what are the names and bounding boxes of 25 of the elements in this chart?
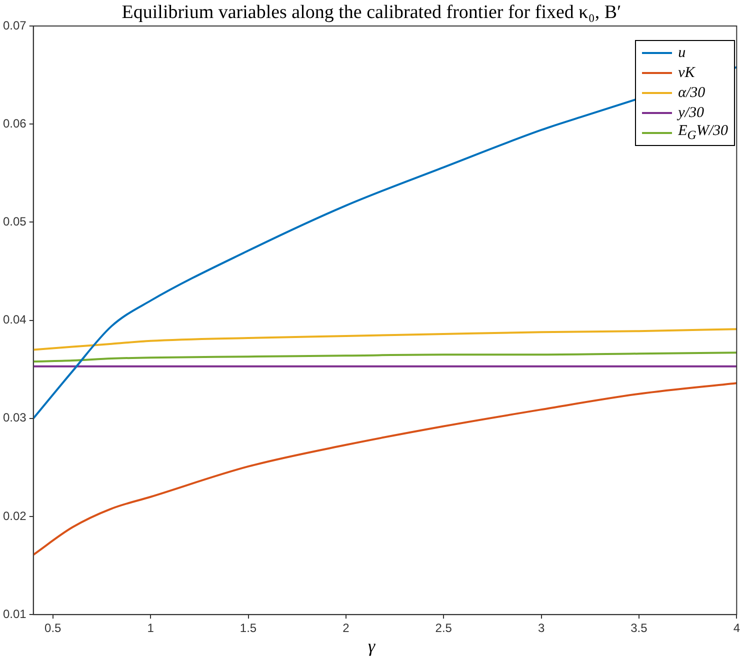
x-tick-label: 0.5 <box>44 621 62 636</box>
line-series <box>33 382 737 556</box>
x-tick-label: 2.5 <box>435 621 452 636</box>
x-tick-label: 4 <box>733 621 740 636</box>
chart-title: Equilibrium variables along the calibrated frontier for fixed κ₀, B′ <box>122 2 622 23</box>
x-tick-label: 3 <box>538 621 545 636</box>
legend-label: y/30 <box>678 104 704 122</box>
legend-label: E$_{G}$W/30 <box>678 123 728 143</box>
y-tick-label: 0.05 <box>2 214 27 229</box>
line-series <box>33 352 737 362</box>
x-tick-label: 3.5 <box>630 621 648 636</box>
legend-label: vK <box>678 64 695 82</box>
y-tick-label: 0.06 <box>2 116 27 130</box>
legend-label: α/30 <box>678 84 706 102</box>
x-axis-title: γ <box>366 636 376 657</box>
x-tick-label: 2 <box>342 621 350 636</box>
y-tick-label: 0.04 <box>2 312 27 327</box>
y-tick-label: 0.07 <box>2 18 27 32</box>
legend-label: u <box>678 44 686 62</box>
y-tick-label: 0.03 <box>2 410 27 425</box>
y-tick-label: 0.01 <box>2 606 27 621</box>
line-series <box>33 328 737 351</box>
y-tick-label: 0.02 <box>2 508 27 523</box>
x-tick-label: 1.5 <box>240 621 257 636</box>
x-tick-label: 1 <box>147 621 154 636</box>
